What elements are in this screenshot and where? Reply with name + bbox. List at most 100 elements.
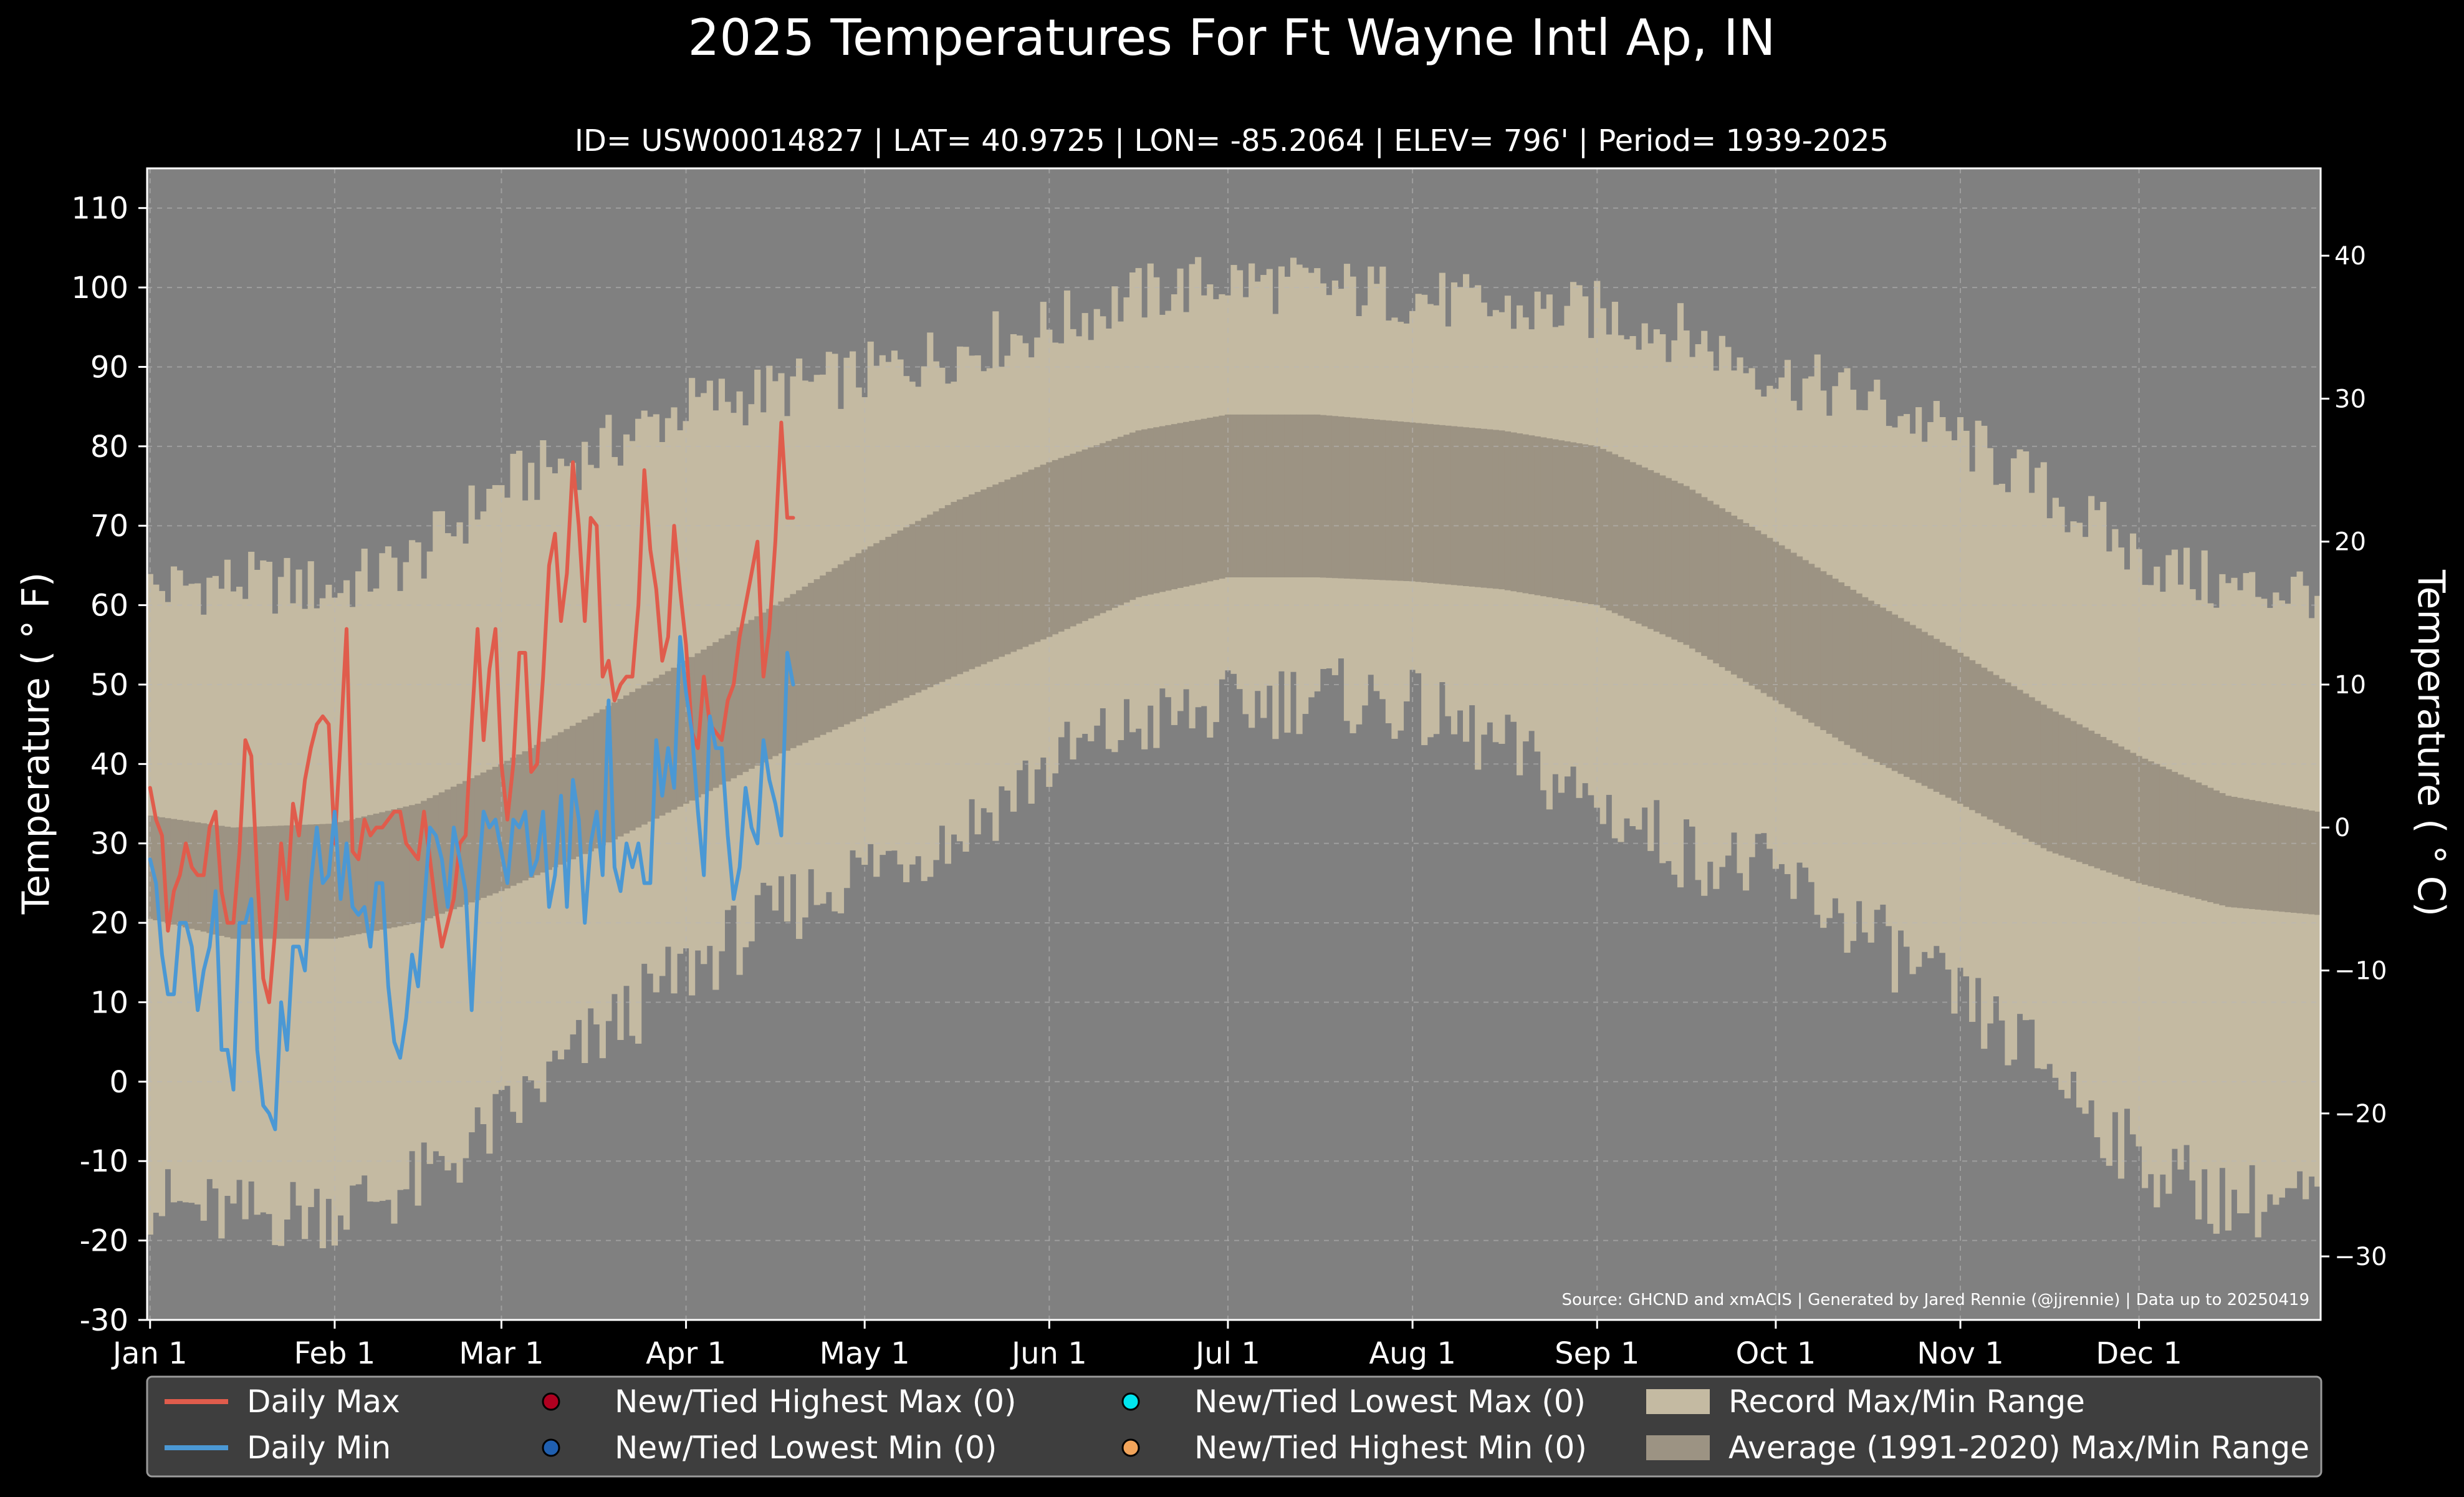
normal-range-bar: [545, 738, 552, 870]
normal-range-bar: [605, 706, 612, 843]
normal-range-bar: [1368, 419, 1374, 580]
normal-range-bar: [1760, 534, 1767, 693]
normal-range-bar: [361, 816, 368, 933]
normal-range-bar: [1683, 486, 1690, 645]
normal-range-bar: [1463, 427, 1470, 587]
normal-range-bar: [563, 729, 570, 862]
y-tick-label: 110: [71, 191, 128, 226]
normal-range-bar: [885, 537, 892, 706]
normal-range-bar: [486, 769, 493, 896]
normal-range-bar: [969, 494, 976, 670]
normal-range-bar: [2165, 769, 2172, 892]
normal-range-bar: [1748, 526, 1755, 686]
normal-range-bar: [2106, 740, 2112, 873]
normal-range-bar: [790, 594, 797, 748]
normal-range-bar: [1939, 642, 1946, 795]
normal-range-bar: [1671, 481, 1678, 640]
normal-range-bar: [599, 709, 606, 845]
y-tick-label: 0: [109, 1065, 128, 1100]
normal-range-bar: [153, 816, 160, 921]
normal-range-bar: [1343, 416, 1351, 579]
legend-patch-swatch: [1646, 1389, 1710, 1414]
legend-label: Average (1991-2020) Max/Min Range: [1728, 1430, 2309, 1466]
normal-range-bar: [1249, 414, 1255, 578]
y2-tick-label: −30: [2334, 1243, 2387, 1271]
normal-range-bar: [2303, 809, 2309, 914]
normal-range-bar: [277, 826, 285, 939]
normal-range-bar: [504, 761, 511, 888]
normal-range-bar: [909, 524, 916, 695]
normal-range-bar: [1397, 421, 1404, 581]
normal-range-bar: [932, 511, 939, 685]
legend-dot-swatch: [542, 1392, 560, 1411]
normal-range-bar: [891, 533, 898, 703]
normal-range-bar: [2183, 777, 2190, 896]
daily-min-line: [148, 635, 795, 1132]
normal-range-bar: [2064, 718, 2071, 858]
x-tick-label: Aug 1: [1369, 1336, 1456, 1371]
normal-range-bar: [582, 720, 588, 854]
normal-range-bar: [1427, 424, 1434, 583]
normal-range-bar: [742, 623, 749, 773]
normal-range-bar: [1570, 442, 1577, 602]
legend-dot-swatch: [1121, 1438, 1140, 1457]
normal-range-bar: [1391, 421, 1398, 581]
normal-range-bar: [1182, 421, 1190, 587]
normal-range-bar: [873, 543, 880, 711]
normal-range-bar: [2195, 782, 2202, 899]
normal-range-bar: [409, 805, 416, 924]
normal-range-bar: [641, 685, 648, 825]
normal-range-bar: [188, 821, 195, 929]
normal-range-bar: [248, 827, 255, 939]
normal-range-bar: [1469, 428, 1475, 587]
y-tick-label: 10: [90, 985, 128, 1020]
normal-range-bar: [2070, 721, 2077, 860]
y-tick-label: 100: [71, 271, 128, 306]
y-tick-label: -10: [80, 1144, 128, 1179]
y2-tick-label: 10: [2334, 671, 2366, 700]
normal-range-bar: [349, 819, 356, 936]
normal-range-bar: [1487, 429, 1493, 589]
normal-range-bar: [1998, 678, 2005, 826]
normal-range-bar: [1242, 414, 1249, 578]
normal-range-bar: [2142, 758, 2149, 885]
normal-range-bar: [1439, 425, 1445, 584]
normal-range-bar: [1361, 418, 1368, 580]
normal-range-bar: [468, 778, 475, 903]
chart-title: 2025 Temperatures For Ft Wayne Intl Ap, …: [688, 9, 1776, 67]
normal-range-bar: [385, 811, 391, 929]
normal-range-bar: [2284, 806, 2291, 913]
normal-range-bar: [1028, 469, 1035, 645]
normal-range-bar: [1725, 512, 1732, 671]
normal-range-bar: [260, 826, 267, 939]
normal-range-bar: [1135, 430, 1142, 597]
normal-range-bar: [1767, 537, 1773, 697]
normal-range-bar: [778, 601, 785, 754]
normal-range-bar: [1903, 621, 1910, 777]
normal-range-bar: [1421, 423, 1428, 583]
normal-range-bar: [224, 826, 231, 938]
normal-range-bar: [2154, 764, 2160, 888]
normal-range-bar: [1987, 671, 1993, 820]
legend-label: Daily Min: [247, 1430, 391, 1466]
normal-range-bar: [1623, 460, 1631, 619]
normal-range-bar: [534, 744, 540, 875]
y2-tick-label: 0: [2334, 814, 2350, 842]
x-tick-label: Jul 1: [1194, 1336, 1260, 1371]
normal-range-bar: [1849, 589, 1857, 749]
normal-range-bar: [825, 572, 832, 733]
normal-range-bar: [1778, 545, 1785, 705]
legend-label: New/Tied Highest Max (0): [615, 1384, 1017, 1420]
y2-tick-label: −10: [2334, 957, 2387, 986]
normal-range-bar: [1891, 614, 1899, 771]
normal-range-bar: [2266, 803, 2273, 911]
normal-range-bar: [903, 527, 910, 698]
normal-range-bar: [158, 817, 165, 922]
chart-subtitle: ID= USW00014827 | LAT= 40.9725 | LON= -8…: [575, 123, 1889, 158]
normal-range-bar: [272, 826, 279, 939]
normal-range-bar: [1528, 435, 1535, 595]
normal-range-bar: [396, 807, 404, 927]
normal-range-bar: [1034, 467, 1041, 642]
normal-range-bar: [2213, 790, 2220, 904]
normal-range-bar: [373, 813, 380, 931]
